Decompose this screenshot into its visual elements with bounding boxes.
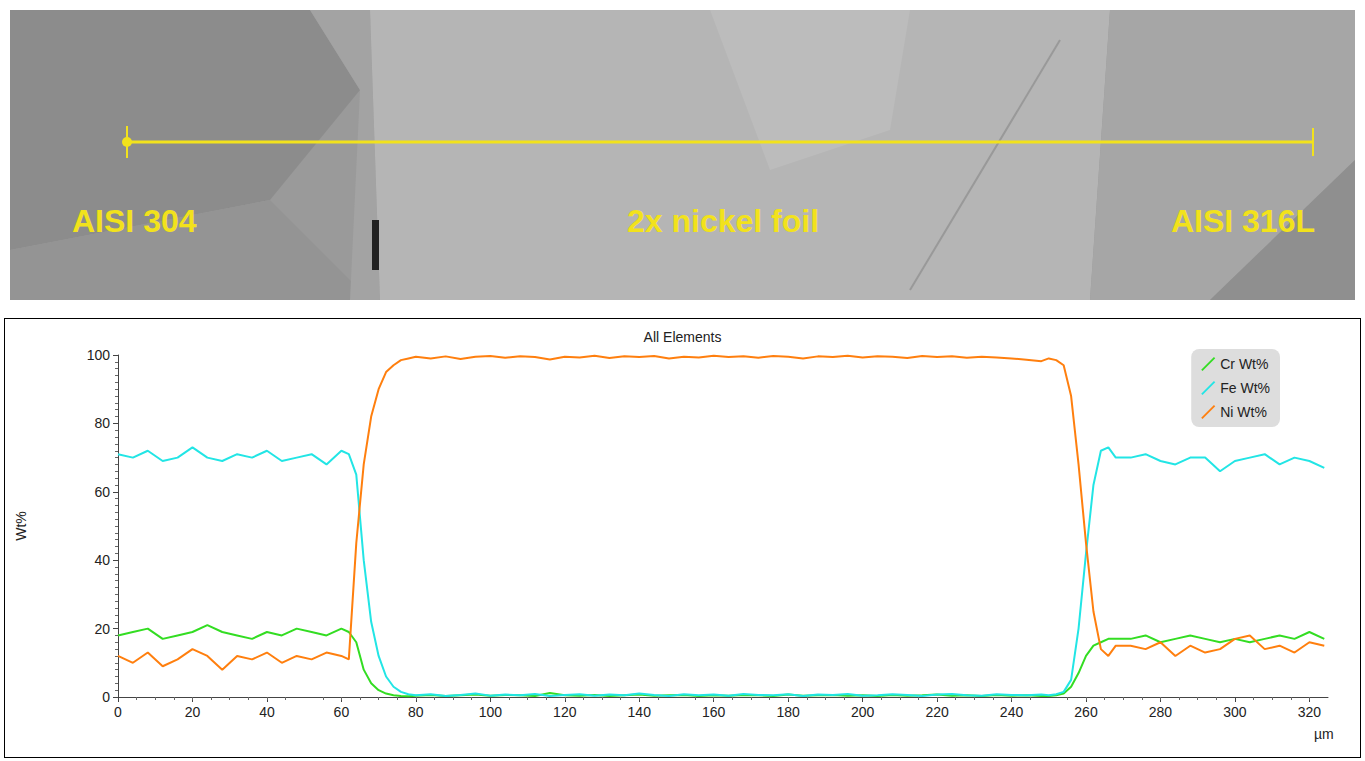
svg-text:140: 140 (628, 704, 652, 720)
svg-text:40: 40 (94, 552, 110, 568)
svg-text:200: 200 (851, 704, 875, 720)
svg-text:20: 20 (94, 621, 110, 637)
svg-text:100: 100 (87, 347, 111, 363)
svg-text:160: 160 (702, 704, 726, 720)
svg-text:220: 220 (925, 704, 949, 720)
svg-text:All Elements: All Elements (644, 329, 722, 345)
svg-text:280: 280 (1149, 704, 1173, 720)
svg-text:0: 0 (114, 704, 122, 720)
svg-text:240: 240 (1000, 704, 1024, 720)
svg-text:100: 100 (479, 704, 503, 720)
svg-text:60: 60 (334, 704, 350, 720)
svg-text:40: 40 (259, 704, 275, 720)
svg-text:Fe Wt%: Fe Wt% (1220, 380, 1270, 396)
svg-text:0: 0 (102, 689, 110, 705)
svg-text:260: 260 (1074, 704, 1098, 720)
svg-text:320: 320 (1298, 704, 1322, 720)
svg-text:60: 60 (94, 484, 110, 500)
svg-text:AISI 304: AISI 304 (72, 203, 197, 239)
svg-text:80: 80 (94, 415, 110, 431)
svg-text:120: 120 (553, 704, 577, 720)
svg-text:300: 300 (1223, 704, 1247, 720)
svg-text:80: 80 (408, 704, 424, 720)
svg-text:µm: µm (1314, 726, 1334, 742)
svg-text:2x nickel foil: 2x nickel foil (627, 203, 819, 239)
svg-text:AISI 316L: AISI 316L (1171, 203, 1315, 239)
svg-text:Ni Wt%: Ni Wt% (1220, 404, 1267, 420)
svg-text:180: 180 (776, 704, 800, 720)
svg-text:20: 20 (185, 704, 201, 720)
svg-text:Cr Wt%: Cr Wt% (1220, 356, 1268, 372)
svg-text:Wt%: Wt% (13, 511, 29, 541)
